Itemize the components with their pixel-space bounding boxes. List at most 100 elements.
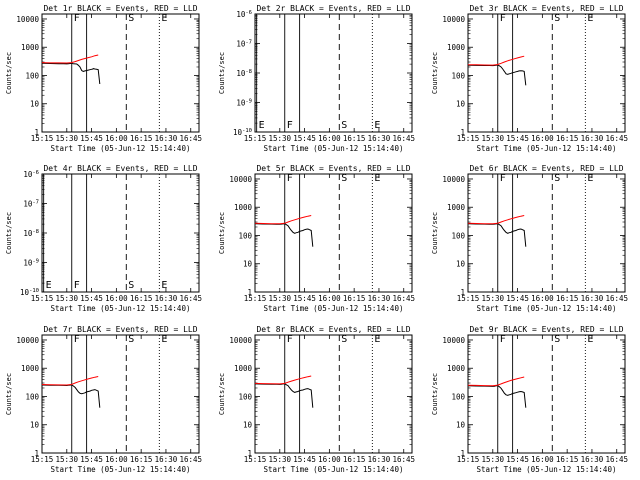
x-tick-label: 16:00	[531, 134, 554, 143]
y-tick-label: 10-8	[236, 69, 252, 78]
plot-frame	[41, 13, 200, 133]
x-tick-label: 16:00	[105, 134, 128, 143]
y-tick-label: 10-7	[236, 40, 252, 49]
x-axis-label: Start Time (05-Jun-12 15:14:40)	[51, 304, 191, 313]
x-axis-label: Start Time (05-Jun-12 15:14:40)	[477, 144, 617, 153]
x-tick-label: 16:45	[179, 294, 202, 303]
y-tick-label: 10-10	[20, 288, 39, 297]
y-tick-label: 100	[238, 392, 252, 401]
x-tick-label: 16:30	[368, 134, 391, 143]
x-axis-label: Start Time (05-Jun-12 15:14:40)	[51, 144, 191, 153]
y-tick-label: 10-9	[236, 99, 252, 108]
y-tick-label: 10-6	[23, 170, 39, 179]
x-tick-label: 15:15	[457, 134, 480, 143]
x-tick-label: 16:15	[130, 134, 153, 143]
series-events-line	[41, 384, 101, 408]
plot-frame	[41, 173, 200, 293]
x-tick-label: 16:30	[368, 294, 391, 303]
x-tick-label: 16:30	[368, 455, 391, 464]
series-events-line	[41, 62, 101, 85]
y-tick-label: 100	[238, 231, 252, 240]
plot-frame	[41, 334, 200, 454]
marker-label: E	[374, 120, 380, 131]
marker-label: F	[287, 334, 293, 345]
x-tick-label: 16:45	[392, 294, 415, 303]
x-tick-label: 15:30	[269, 294, 292, 303]
x-tick-label: 16:30	[581, 134, 604, 143]
marker-label: E	[374, 173, 380, 184]
y-tick-label: 1000	[447, 43, 466, 52]
y-axis-label: Counts/sec	[431, 373, 439, 415]
x-tick-label: 16:45	[179, 455, 202, 464]
x-tick-label: 15:45	[80, 294, 103, 303]
series-lld-line	[41, 54, 99, 64]
x-tick-label: 15:15	[457, 294, 480, 303]
x-axis-label: Start Time (05-Jun-12 15:14:40)	[477, 304, 617, 313]
y-tick-label: 10-6	[236, 10, 252, 19]
x-tick-label: 16:00	[318, 294, 341, 303]
marker-label: S	[554, 334, 560, 345]
panel-det-9: Det 9r BLACK = Events, RED = LLD Counts/s…	[431, 325, 628, 474]
x-tick-label: 16:15	[556, 294, 579, 303]
plot-frame	[467, 13, 626, 133]
y-tick-label: 10	[456, 260, 466, 269]
panel-det-1: Det 1r BLACK = Events, RED = LLD Counts/s…	[5, 4, 202, 153]
marker-label: S	[554, 13, 560, 24]
series-lld-line	[467, 55, 525, 66]
series-lld-line	[254, 215, 312, 225]
y-tick-label: 1	[460, 449, 465, 458]
y-tick-label: 100	[451, 392, 465, 401]
panel-title: Det 4r BLACK = Events, RED = LLD	[43, 164, 197, 173]
panel-title: Det 8r BLACK = Events, RED = LLD	[256, 325, 410, 334]
x-axis-label: Start Time (05-Jun-12 15:14:40)	[51, 465, 191, 474]
y-tick-label: 100	[25, 392, 39, 401]
y-tick-label: 10	[456, 421, 466, 430]
marker-label: F	[500, 13, 506, 24]
series-events-line	[254, 383, 314, 408]
y-tick-label: 10000	[442, 15, 465, 24]
marker-label: E	[161, 13, 167, 24]
panel-title: Det 5r BLACK = Events, RED = LLD	[256, 164, 410, 173]
x-tick-label: 15:45	[293, 294, 316, 303]
x-tick-label: 15:30	[56, 294, 79, 303]
panel-det-7: Det 7r BLACK = Events, RED = LLD Counts/s…	[5, 325, 202, 474]
marker-label: F	[500, 334, 506, 345]
series-lld-line	[254, 375, 312, 385]
start-marker-label: E	[259, 120, 265, 131]
panel-det-6: Det 6r BLACK = Events, RED = LLD Counts/s…	[431, 164, 628, 313]
x-tick-label: 15:15	[244, 294, 267, 303]
x-tick-label: 16:45	[179, 134, 202, 143]
x-tick-label: 16:15	[130, 455, 153, 464]
marker-label: E	[587, 334, 593, 345]
y-axis-label: Counts/sec	[431, 212, 439, 254]
series-events-line	[467, 223, 527, 247]
x-tick-label: 16:00	[318, 134, 341, 143]
y-tick-label: 1	[460, 128, 465, 137]
series-events-line	[467, 64, 527, 86]
panel-det-4: Det 4r BLACK = Events, RED = LLD Counts/s…	[5, 164, 202, 313]
x-tick-label: 15:15	[244, 134, 267, 143]
series-lld-line	[41, 376, 99, 386]
x-tick-label: 16:45	[605, 455, 628, 464]
panel-det-8: Det 8r BLACK = Events, RED = LLD Counts/s…	[218, 325, 415, 474]
y-tick-label: 10-8	[23, 229, 39, 238]
x-tick-label: 16:30	[155, 134, 178, 143]
y-tick-label: 1	[247, 449, 252, 458]
y-axis-label: Counts/sec	[431, 52, 439, 94]
y-axis-label: Counts/sec	[5, 212, 13, 254]
marker-label: S	[341, 120, 347, 131]
plot-frame	[467, 173, 626, 293]
marker-label: E	[161, 334, 167, 345]
y-tick-label: 10	[243, 421, 253, 430]
x-tick-label: 15:45	[506, 294, 529, 303]
x-tick-label: 16:45	[605, 294, 628, 303]
panel-det-5: Det 5r BLACK = Events, RED = LLD Counts/s…	[218, 164, 415, 313]
x-tick-label: 16:00	[318, 455, 341, 464]
x-tick-label: 15:15	[244, 455, 267, 464]
x-tick-label: 16:15	[556, 134, 579, 143]
panel-title: Det 3r BLACK = Events, RED = LLD	[469, 4, 623, 13]
x-tick-label: 15:15	[457, 455, 480, 464]
marker-label: F	[287, 173, 293, 184]
panel-det-2: Det 2r BLACK = Events, RED = LLD Counts/s…	[218, 4, 415, 153]
marker-label: S	[341, 173, 347, 184]
